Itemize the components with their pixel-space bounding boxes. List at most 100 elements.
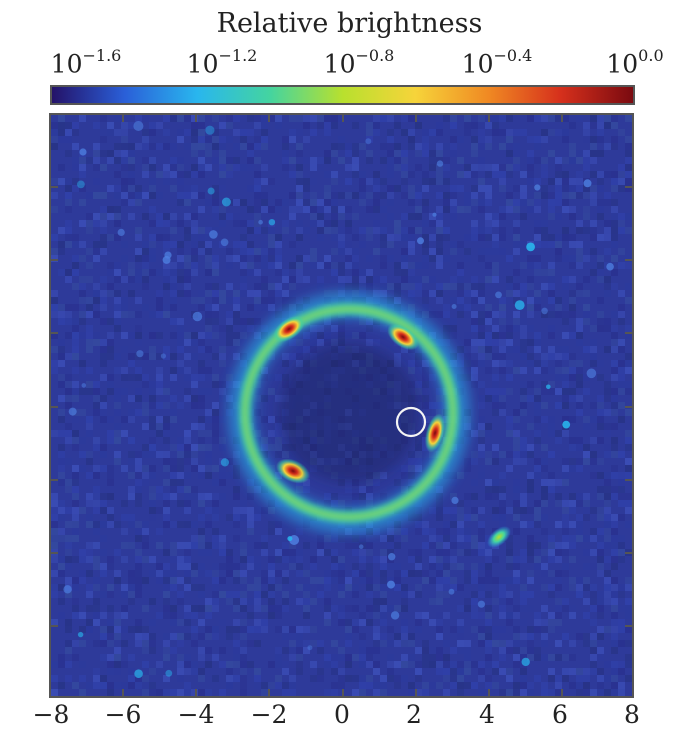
noise-pixel: [254, 584, 261, 591]
noise-pixel: [471, 297, 478, 304]
noise-pixel: [107, 318, 114, 325]
noise-pixel: [254, 605, 261, 612]
noise-pixel: [352, 213, 359, 220]
noise-pixel: [142, 640, 149, 647]
noise-pixel: [163, 647, 170, 654]
noise-pixel: [555, 213, 562, 220]
noise-pixel: [345, 206, 352, 213]
noise-pixel: [170, 367, 177, 374]
noise-pixel: [338, 276, 345, 283]
ring-bright-knot: [424, 413, 446, 453]
noise-pixel: [352, 234, 359, 241]
noise-pixel: [212, 542, 219, 549]
noise-pixel: [247, 626, 254, 633]
noise-pixel: [135, 199, 142, 206]
noise-pixel: [254, 220, 261, 227]
noise-pixel: [107, 437, 114, 444]
noise-pixel: [289, 353, 296, 360]
background-source: [583, 179, 592, 188]
noise-pixel: [170, 458, 177, 465]
noise-pixel: [93, 675, 100, 682]
noise-pixel: [380, 493, 387, 500]
noise-pixel: [618, 626, 625, 633]
noise-pixel: [107, 206, 114, 213]
noise-pixel: [471, 430, 478, 437]
noise-pixel: [93, 542, 100, 549]
noise-pixel: [618, 640, 625, 647]
noise-pixel: [345, 640, 352, 647]
noise-pixel: [443, 283, 450, 290]
noise-pixel: [359, 633, 366, 640]
noise-pixel: [338, 269, 345, 276]
noise-pixel: [548, 311, 555, 318]
noise-pixel: [436, 395, 443, 402]
noise-pixel: [583, 374, 590, 381]
noise-pixel: [331, 115, 338, 122]
noise-pixel: [422, 185, 429, 192]
noise-pixel: [590, 402, 597, 409]
noise-pixel: [625, 150, 632, 157]
noise-pixel: [436, 507, 443, 514]
noise-pixel: [485, 136, 492, 143]
noise-pixel: [394, 283, 401, 290]
noise-pixel: [604, 346, 611, 353]
noise-pixel: [408, 234, 415, 241]
noise-pixel: [128, 360, 135, 367]
noise-pixel: [51, 535, 58, 542]
noise-pixel: [205, 416, 212, 423]
noise-pixel: [289, 262, 296, 269]
noise-pixel: [562, 668, 569, 675]
noise-pixel: [485, 451, 492, 458]
noise-pixel: [611, 542, 618, 549]
noise-pixel: [254, 626, 261, 633]
noise-pixel: [226, 339, 233, 346]
noise-pixel: [107, 472, 114, 479]
noise-pixel: [142, 262, 149, 269]
noise-pixel: [513, 654, 520, 661]
noise-pixel: [275, 451, 282, 458]
noise-pixel: [408, 458, 415, 465]
noise-pixel: [268, 591, 275, 598]
noise-pixel: [394, 122, 401, 129]
noise-pixel: [513, 199, 520, 206]
noise-pixel: [142, 605, 149, 612]
noise-pixel: [338, 213, 345, 220]
noise-pixel: [450, 241, 457, 248]
noise-pixel: [86, 276, 93, 283]
noise-pixel: [191, 542, 198, 549]
noise-pixel: [345, 486, 352, 493]
noise-pixel: [513, 290, 520, 297]
noise-pixel: [478, 528, 485, 535]
noise-pixel: [142, 143, 149, 150]
noise-pixel: [58, 472, 65, 479]
noise-pixel: [275, 269, 282, 276]
noise-pixel: [282, 549, 289, 556]
noise-pixel: [541, 192, 548, 199]
noise-pixel: [163, 514, 170, 521]
noise-pixel: [331, 178, 338, 185]
noise-pixel: [569, 500, 576, 507]
noise-pixel: [72, 269, 79, 276]
noise-pixel: [345, 164, 352, 171]
noise-pixel: [114, 318, 121, 325]
noise-pixel: [380, 206, 387, 213]
noise-pixel: [359, 654, 366, 661]
noise-pixel: [478, 402, 485, 409]
noise-pixel: [338, 577, 345, 584]
noise-pixel: [380, 143, 387, 150]
noise-pixel: [310, 178, 317, 185]
noise-pixel: [65, 199, 72, 206]
noise-pixel: [205, 626, 212, 633]
noise-pixel: [226, 164, 233, 171]
noise-pixel: [457, 535, 464, 542]
noise-pixel: [520, 409, 527, 416]
interior-dark-region: [279, 343, 419, 483]
noise-pixel: [520, 283, 527, 290]
noise-pixel: [492, 213, 499, 220]
noise-pixel: [555, 500, 562, 507]
noise-pixel: [72, 157, 79, 164]
noise-pixel: [562, 318, 569, 325]
noise-pixel: [100, 136, 107, 143]
noise-pixel: [485, 353, 492, 360]
